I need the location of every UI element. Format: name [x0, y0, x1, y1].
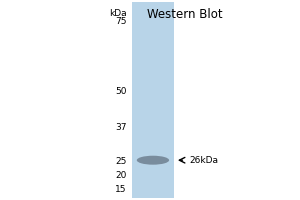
Text: 15: 15: [115, 185, 127, 194]
Text: 75: 75: [115, 17, 127, 26]
Text: 37: 37: [115, 123, 127, 132]
Text: 50: 50: [115, 87, 127, 96]
Text: 26kDa: 26kDa: [190, 156, 219, 165]
Ellipse shape: [137, 156, 169, 165]
Bar: [132, 2, 173, 198]
Text: 25: 25: [115, 157, 127, 166]
Text: 20: 20: [115, 171, 127, 180]
Text: kDa: kDa: [109, 9, 127, 18]
Text: Western Blot: Western Blot: [148, 8, 223, 21]
